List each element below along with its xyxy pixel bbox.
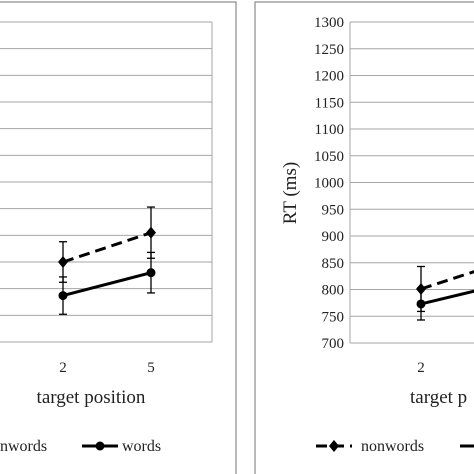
- marker-words: [146, 268, 156, 278]
- y-tick-label: 1000: [314, 176, 344, 192]
- left-x-axis-title: target position: [37, 387, 146, 408]
- y-tick-label: 850: [322, 256, 345, 272]
- marker-words: [58, 291, 68, 301]
- y-tick-label: 1100: [315, 122, 344, 138]
- right-panel: 700 750 800 850 900 950 1000 1050 1100 1150 1200 12…: [254, 1, 474, 474]
- marker-nonwords: [58, 256, 68, 268]
- right-y-axis-title: RT (ms): [280, 162, 301, 224]
- legend-words-label: words: [122, 438, 161, 455]
- marker-nonwords: [146, 226, 156, 239]
- legend-nonwords-label: nonwords: [361, 438, 424, 455]
- legend-words-marker: [95, 441, 105, 451]
- y-tick-label: 1050: [314, 149, 344, 165]
- left-series-lines: [62, 231, 152, 298]
- right-y-tick-labels: 700 750 800 850 900 950 1000 1050 1100 1150 1200 12…: [314, 15, 344, 352]
- left-markers: [58, 226, 156, 301]
- right-legend: nonwords: [316, 438, 474, 455]
- legend-nonwords-marker: [329, 440, 339, 452]
- y-tick-label: 1250: [314, 42, 344, 58]
- x-tick-label: 2: [59, 360, 67, 376]
- left-legend: nwords words: [0, 438, 161, 455]
- right-gridlines: [350, 21, 474, 317]
- y-tick-label: 1150: [315, 95, 344, 111]
- y-tick-label: 1200: [314, 69, 344, 85]
- left-error-bars: [59, 206, 155, 315]
- y-tick-label: 950: [322, 202, 345, 218]
- right-panel-border: [254, 1, 474, 474]
- series-line-nonwords: [420, 270, 474, 291]
- right-markers: [416, 282, 426, 309]
- y-tick-label: 900: [322, 229, 345, 245]
- left-panel-border: [0, 1, 237, 474]
- marker-words: [416, 299, 426, 309]
- x-tick-label: 2: [417, 360, 425, 376]
- marker-nonwords: [416, 282, 426, 295]
- x-tick-label: 5: [147, 360, 155, 376]
- right-x-axis-title: target p: [410, 387, 467, 408]
- series-line-words: [420, 289, 474, 306]
- legend-nonwords-label-left: nwords: [0, 438, 47, 455]
- y-tick-label: 750: [322, 309, 345, 325]
- series-line-words: [62, 271, 152, 298]
- right-x-tick-labels: 2: [417, 360, 425, 376]
- right-series-lines: [420, 270, 474, 306]
- y-tick-label: 1300: [314, 15, 344, 31]
- left-gridlines: [0, 21, 213, 342]
- y-tick-label: 700: [322, 336, 345, 352]
- series-line-nonwords: [62, 231, 152, 264]
- y-tick-label: 800: [322, 283, 345, 299]
